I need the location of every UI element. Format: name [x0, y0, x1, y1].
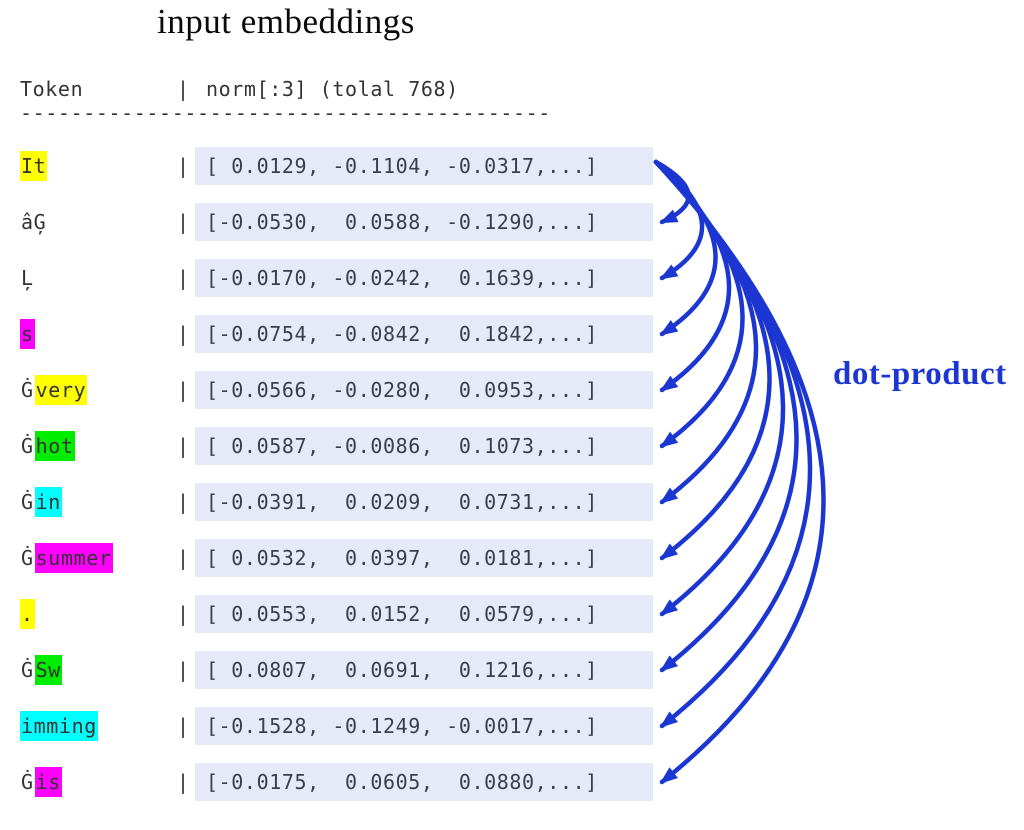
token-segment-highlight-yellow: It — [20, 151, 48, 181]
token-segment: Ļ — [21, 266, 34, 290]
row-pipe-separator: | — [177, 266, 190, 290]
embedding-vector: [-0.0754, -0.0842, 0.1842,...] — [195, 315, 653, 353]
token-segment-highlight-cyan: imming — [20, 711, 98, 741]
token-row: imming | [-0.1528, -0.1249, -0.0017,...] — [0, 706, 1024, 746]
token-label: It — [20, 146, 48, 186]
embedding-vector: [-0.0391, 0.0209, 0.0731,...] — [195, 483, 653, 521]
embedding-vector: [ 0.0807, 0.0691, 0.1216,...] — [195, 651, 653, 689]
embedding-vector: [-0.0566, -0.0280, 0.0953,...] — [195, 371, 653, 409]
row-pipe-separator: | — [177, 658, 190, 682]
token-segment-highlight-green: Sw — [34, 655, 62, 685]
table-header: Token | norm[:3] (tolal 768) — [0, 76, 1024, 102]
embedding-vector: [ 0.0587, -0.0086, 0.1073,...] — [195, 427, 653, 465]
token-label: Ļ — [20, 258, 35, 298]
diagram-title: input embeddings — [157, 2, 415, 41]
token-row: Ġ Sw |[ 0.0807, 0.0691, 0.1216,...] — [0, 650, 1024, 690]
row-pipe-separator: | — [177, 546, 190, 570]
token-segment: Ġ — [21, 378, 34, 402]
header-pipe-separator: | — [177, 77, 190, 101]
token-segment: Ġ — [21, 770, 34, 794]
token-segment-highlight-magenta: summer — [34, 543, 113, 573]
token-segment-highlight-magenta: is — [34, 767, 62, 797]
row-pipe-separator: | — [177, 378, 190, 402]
row-pipe-separator: | — [177, 714, 190, 738]
embedding-vector: [ 0.0553, 0.0152, 0.0579,...] — [195, 595, 653, 633]
token-row: Ļ | [-0.0170, -0.0242, 0.1639,...] — [0, 258, 1024, 298]
row-pipe-separator: | — [177, 434, 190, 458]
token-label: s — [20, 314, 35, 354]
embedding-vector: [ 0.0129, -0.1104, -0.0317,...] — [195, 147, 653, 185]
table-divider: ----------------------------------------… — [20, 101, 551, 125]
row-pipe-separator: | — [177, 770, 190, 794]
token-label: imming — [20, 706, 98, 746]
token-row: âĢ | [-0.0530, 0.0588, -0.1290,...] — [0, 202, 1024, 242]
token-segment-highlight-magenta: s — [20, 319, 35, 349]
token-row: It |[ 0.0129, -0.1104, -0.0317,...] — [0, 146, 1024, 186]
token-column-header: Token — [20, 77, 84, 101]
token-segment: Ġ — [21, 490, 34, 514]
token-segment-highlight-yellow: . — [20, 599, 35, 629]
token-segment: Ġ — [21, 658, 34, 682]
token-segment: âĢ — [21, 210, 47, 234]
embedding-vector: [-0.0170, -0.0242, 0.1639,...] — [195, 259, 653, 297]
token-row: s | [-0.0754, -0.0842, 0.1842,...] — [0, 314, 1024, 354]
embedding-vector: [-0.0530, 0.0588, -0.1290,...] — [195, 203, 653, 241]
token-label: . — [20, 594, 35, 634]
token-segment: Ġ — [21, 434, 34, 458]
token-segment: Ġ — [21, 546, 34, 570]
row-pipe-separator: | — [177, 490, 190, 514]
token-segment-highlight-cyan: in — [34, 487, 62, 517]
row-pipe-separator: | — [177, 154, 190, 178]
token-row: . |[ 0.0553, 0.0152, 0.0579,...] — [0, 594, 1024, 634]
token-segment-highlight-green: hot — [34, 431, 75, 461]
vector-column-header: norm[:3] (tolal 768) — [206, 77, 459, 101]
embedding-vector: [-0.1528, -0.1249, -0.0017,...] — [195, 707, 653, 745]
embedding-vector: [ 0.0532, 0.0397, 0.0181,...] — [195, 539, 653, 577]
embedding-vector: [-0.0175, 0.0605, 0.0880,...] — [195, 763, 653, 801]
token-label: Ġ Sw — [20, 650, 62, 690]
row-pipe-separator: | — [177, 602, 190, 626]
row-pipe-separator: | — [177, 210, 190, 234]
dot-product-label: dot-product — [833, 356, 1007, 392]
row-pipe-separator: | — [177, 322, 190, 346]
token-segment-highlight-yellow: very — [34, 375, 88, 405]
token-label: âĢ — [20, 202, 47, 242]
